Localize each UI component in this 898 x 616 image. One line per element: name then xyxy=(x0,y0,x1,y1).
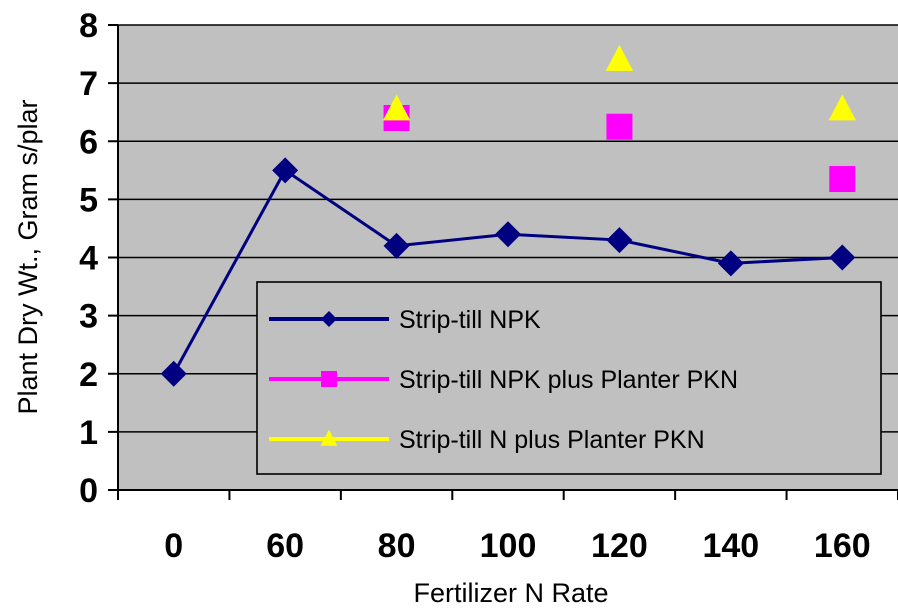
legend-swatch-marker xyxy=(321,311,337,327)
x-tick-label: 0 xyxy=(164,527,183,565)
x-tick-labels: 0 60 80 100 120 140 160 xyxy=(164,527,870,565)
series-2 xyxy=(383,105,856,193)
x-axis-label: Fertilizer N Rate xyxy=(413,578,608,608)
data-point xyxy=(605,44,634,71)
series-3 xyxy=(382,44,856,121)
axes xyxy=(108,24,898,500)
data-point xyxy=(606,227,633,254)
y-tick-label: 2 xyxy=(79,356,98,394)
series-group xyxy=(160,44,856,387)
y-axis-label: Plant Dry Wt., Gram s/plar xyxy=(13,99,43,414)
y-tick-label: 1 xyxy=(79,414,98,452)
data-point xyxy=(383,232,410,259)
y-tick-labels: 0 1 2 3 4 5 6 7 8 xyxy=(79,7,98,510)
data-point xyxy=(382,94,411,121)
data-point xyxy=(828,94,856,121)
legend-label: Strip-till NPK plus Planter PKN xyxy=(399,366,738,394)
x-tick-label: 140 xyxy=(702,527,759,565)
data-point xyxy=(829,166,856,193)
y-tick-label: 5 xyxy=(79,181,98,219)
data-point xyxy=(717,250,744,277)
y-tick-label: 7 xyxy=(79,65,98,103)
data-point xyxy=(160,360,187,387)
y-tick-label: 0 xyxy=(79,472,98,510)
x-tick-label: 120 xyxy=(591,527,648,565)
legend-label: Strip-till N plus Planter PKN xyxy=(399,426,705,454)
x-tick-label: 60 xyxy=(266,527,304,565)
x-tick-label: 160 xyxy=(814,527,871,565)
series-1 xyxy=(160,157,856,387)
y-tick-label: 3 xyxy=(79,298,98,336)
data-point xyxy=(606,113,633,140)
legend-label: Strip-till NPK xyxy=(399,306,541,334)
x-tick-label: 100 xyxy=(480,527,537,565)
data-point xyxy=(272,157,299,184)
y-tick-label: 6 xyxy=(79,123,98,161)
y-tick-label: 8 xyxy=(79,7,98,45)
data-point xyxy=(495,221,521,248)
data-point xyxy=(829,244,856,271)
legend-swatch-marker xyxy=(320,429,338,446)
x-tick-label: 80 xyxy=(378,527,416,565)
legend-swatch-marker xyxy=(321,371,337,387)
legend: Strip-till NPK Strip-till NPK plus Plante… xyxy=(256,281,882,475)
y-tick-label: 4 xyxy=(79,240,98,278)
